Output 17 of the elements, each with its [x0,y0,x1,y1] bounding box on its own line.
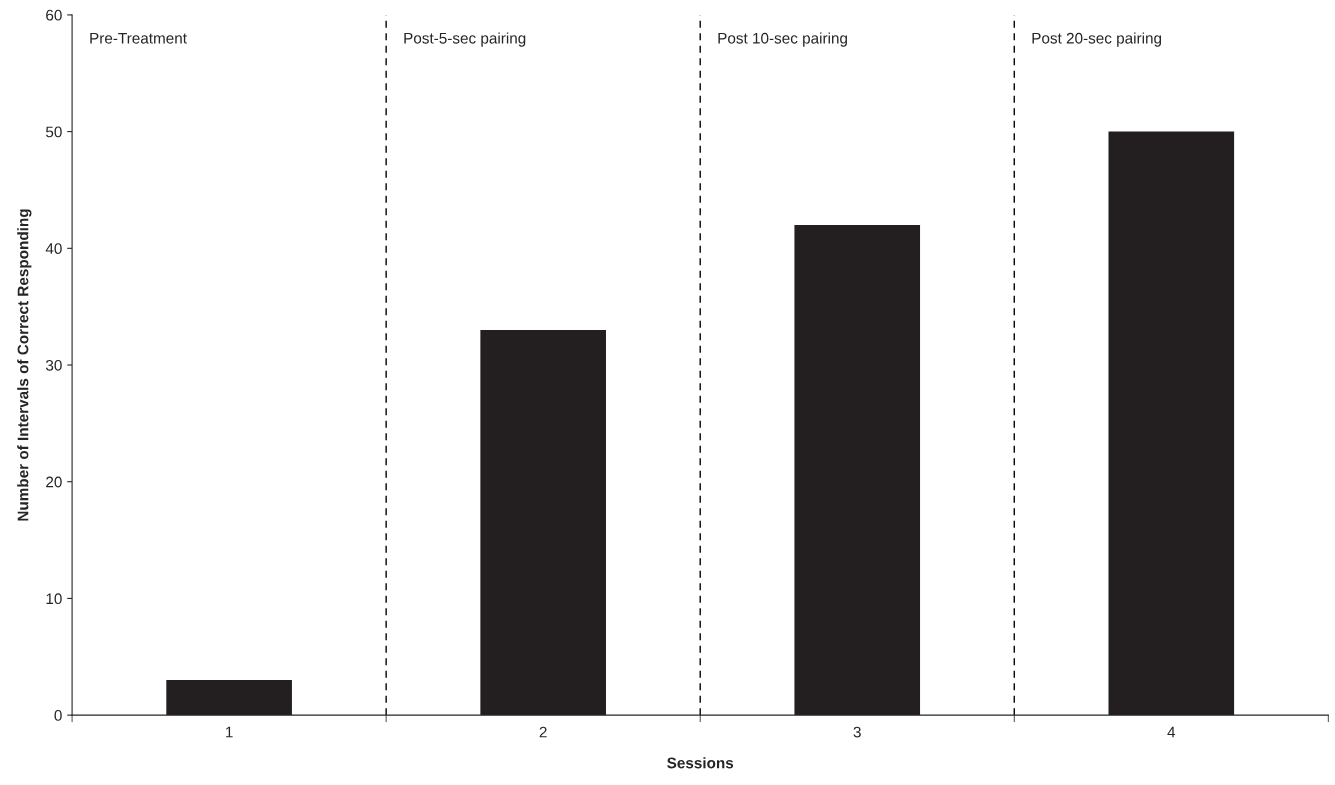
annotation: Post 20-sec pairing [1032,32,1162,47]
y-tick-label: 30 [45,359,62,371]
annotation: Post-5-sec pairing [404,32,526,47]
x-tick-label: 2 [539,726,547,738]
y-axis-title: Number of Intervals of Correct Responding [17,209,32,521]
x-tick-label: 4 [1167,726,1176,738]
y-tick-label: 20 [46,476,62,488]
y-tick-label: 40 [45,243,62,255]
annotation: Post 10-sec pairing [718,32,847,47]
x-axis-title: Sessions [667,757,734,769]
x-tick-label: 1 [226,726,233,738]
annotation: Pre-Treatment [90,32,187,44]
x-tick-label: 3 [853,726,861,738]
y-tick-label: 0 [54,710,62,721]
y-tick-label: 10 [46,593,62,605]
y-tick-label: 50 [45,126,62,138]
y-tick-label: 60 [46,9,62,21]
